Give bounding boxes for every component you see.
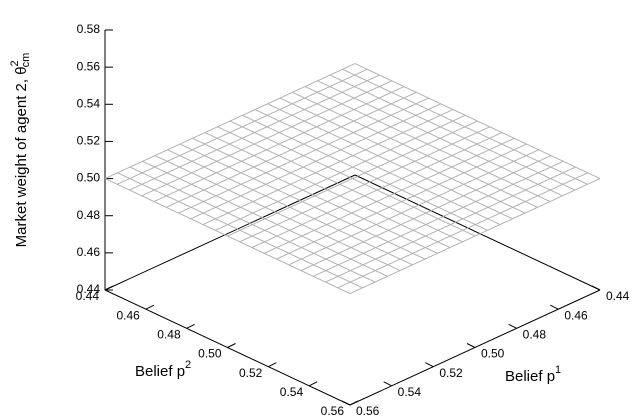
x-tick: [425, 362, 434, 368]
x-tick: [466, 343, 476, 348]
z-axis-label-sub: cm: [20, 53, 32, 68]
x-tick: [508, 323, 517, 329]
mesh-line: [117, 172, 363, 289]
y-tick: [308, 381, 318, 387]
mesh-line: [154, 155, 401, 272]
z-tick-label: 0.54: [77, 96, 101, 110]
y-tick-label: 0.48: [157, 328, 181, 342]
mesh-line: [304, 86, 551, 203]
y-tick-label: 0.52: [239, 366, 263, 380]
mesh-line: [179, 143, 426, 260]
z-tick-label: 0.58: [77, 22, 101, 36]
floor-edge: [104, 174, 356, 291]
y-tick: [268, 362, 277, 368]
z-axis-label-sup: 2: [9, 60, 21, 66]
x-axis-label: Belief p1: [505, 364, 561, 385]
mesh-line: [242, 114, 488, 231]
y-tick: [186, 323, 195, 329]
z-tick-label: 0.52: [77, 134, 101, 148]
z-tick-label: 0.56: [77, 59, 101, 73]
x-tick: [550, 304, 559, 310]
mesh-line: [192, 137, 438, 254]
y-tick: [349, 400, 359, 406]
mesh-line: [229, 120, 476, 237]
x-tick-label: 0.56: [356, 404, 380, 418]
mesh-line: [317, 80, 563, 197]
mesh-line: [167, 149, 413, 266]
z-tick-label: 0.44: [77, 282, 101, 296]
y-tick: [227, 343, 236, 348]
y-axis-label: Belief p2: [135, 359, 191, 380]
x-tick: [383, 381, 392, 387]
mesh-line: [142, 160, 388, 277]
y-tick: [145, 304, 155, 310]
mesh-line: [267, 103, 513, 220]
x-tick-label: 0.46: [564, 308, 588, 322]
y-tick-label: 0.46: [116, 308, 140, 322]
x-axis-label-sup: 1: [555, 364, 561, 376]
mesh-line: [104, 178, 351, 295]
z-axis-label-text: Market weight of agent 2, θ: [13, 66, 30, 247]
y-axis-label-text: Belief p: [135, 363, 185, 380]
y-tick-label: 0.56: [321, 404, 345, 418]
y-tick-label: 0.44: [76, 289, 100, 303]
mesh-line: [329, 74, 576, 191]
mesh-line: [254, 109, 501, 226]
x-tick-label: 0.52: [439, 366, 463, 380]
y-tick-label: 0.50: [198, 347, 222, 361]
mesh-line: [217, 126, 463, 243]
x-tick: [591, 285, 601, 291]
z-tick-label: 0.50: [77, 171, 101, 185]
z-tick-label: 0.46: [77, 245, 101, 259]
mesh-line: [342, 68, 588, 185]
y-tick-label: 0.54: [280, 385, 304, 399]
x-tick-label: 0.44: [606, 289, 630, 303]
x-axis-label-text: Belief p: [505, 368, 555, 385]
floor-edge: [354, 174, 601, 291]
x-tick-label: 0.54: [398, 385, 422, 399]
y-axis-label-sup: 2: [185, 359, 191, 371]
z-axis-label: Market weight of agent 2, θ2cm: [9, 53, 32, 248]
mesh-line: [292, 91, 538, 208]
y-tick: [104, 285, 114, 291]
z-tick-label: 0.48: [77, 208, 101, 222]
x-tick: [341, 400, 351, 406]
mesh-line: [204, 132, 451, 249]
x-tick-label: 0.48: [523, 328, 547, 342]
mesh-line: [129, 166, 376, 283]
mesh-line: [354, 63, 601, 180]
x-tick-label: 0.50: [481, 347, 505, 361]
mesh-line: [279, 97, 526, 214]
